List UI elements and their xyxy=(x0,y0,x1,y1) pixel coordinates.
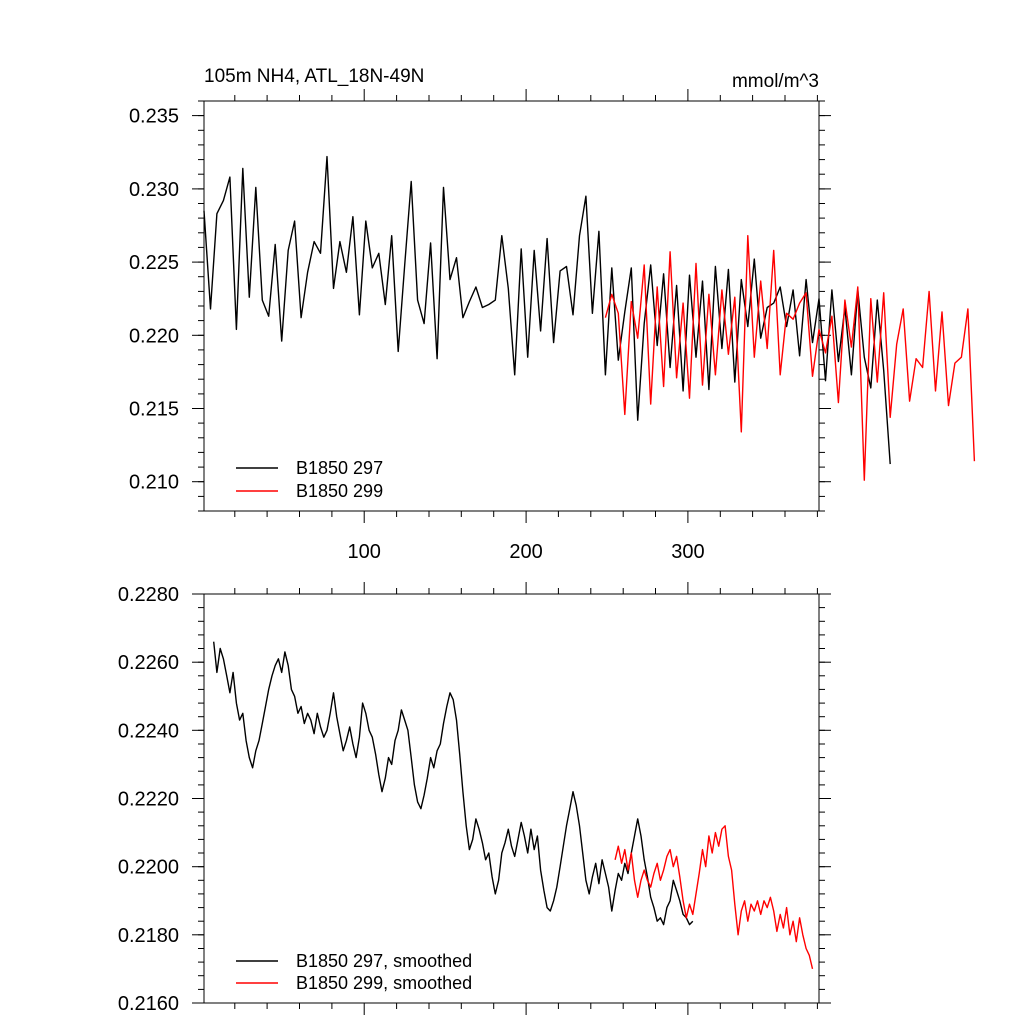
series-line-1 xyxy=(213,641,694,926)
y-tick-label: 0.2180 xyxy=(118,925,179,947)
y-tick-label: 0.230 xyxy=(129,179,179,201)
chart-title: 105m NH4, ATL_18N-49N xyxy=(204,66,424,87)
series-line-2 xyxy=(614,825,814,970)
plot-frame xyxy=(203,100,820,512)
series-line-2 xyxy=(604,234,976,481)
x-tick-label: 200 xyxy=(509,541,542,563)
y-tick-label: 0.2160 xyxy=(118,993,179,1015)
y-tick-label: 0.235 xyxy=(129,106,179,128)
legend-label-2: B1850 299 xyxy=(296,481,383,501)
legend-label-1: B1850 297 xyxy=(296,458,383,478)
legend-label-1: B1850 297, smoothed xyxy=(296,951,472,971)
y-tick-label: 0.225 xyxy=(129,252,179,274)
units-label: mmol/m^3 xyxy=(732,71,819,92)
x-tick-label: 300 xyxy=(671,541,704,563)
y-tick-label: 0.215 xyxy=(129,399,179,421)
y-tick-label: 0.220 xyxy=(129,325,179,347)
y-tick-label: 0.2260 xyxy=(118,652,179,674)
chart-panel-2: 0.2160 0.2180 0.2200 0.2220 0.2240 0.2260 0.22… xyxy=(118,582,831,1015)
plot-frame xyxy=(203,593,820,1004)
legend-label-2: B1850 299, smoothed xyxy=(296,973,472,993)
y-tick-label: 0.2200 xyxy=(118,857,179,879)
series-line-1 xyxy=(203,155,891,465)
chart-panel-1: 100 200 300 0.210 0.215 0.220 0.225 0.230 0.235 1… xyxy=(129,66,976,563)
y-tick-label: 0.2240 xyxy=(118,720,179,742)
y-tick-label: 0.2280 xyxy=(118,584,179,606)
y-tick-label: 0.210 xyxy=(129,472,179,494)
x-tick-label: 100 xyxy=(348,541,381,563)
y-tick-label: 0.2220 xyxy=(118,789,179,811)
